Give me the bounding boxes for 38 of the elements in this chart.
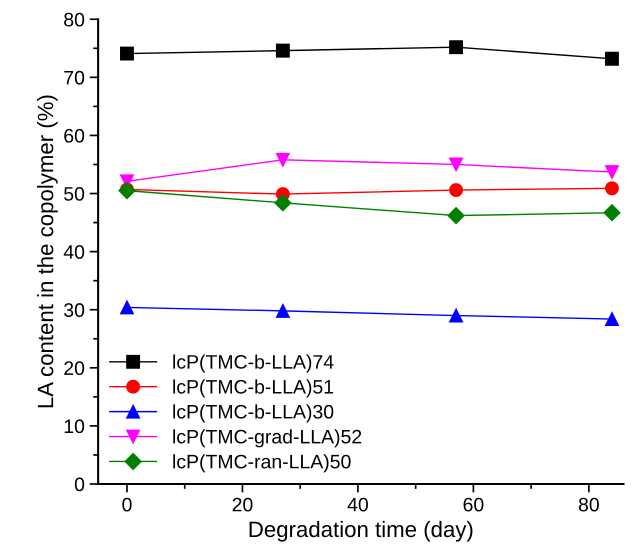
x-tick-label: 20: [232, 498, 253, 512]
y-tick-label: 0: [74, 477, 84, 492]
point: [276, 304, 290, 318]
legend-label: lcP(TMC-b-LLA)30: [173, 404, 334, 422]
point: [603, 204, 621, 222]
y-tick-label: 40: [64, 245, 84, 259]
point: [605, 165, 619, 179]
y-tick-label: 20: [64, 361, 84, 376]
legend-label: lcP(TMC-ran-LLA)50: [173, 454, 351, 472]
point: [605, 181, 619, 196]
point: [274, 194, 292, 212]
y-tick-label: 10: [64, 419, 84, 434]
y-axis-title: LA content in the copolymer (%): [37, 96, 58, 408]
point: [449, 40, 464, 54]
point: [449, 308, 464, 322]
legend-label: lcP(TMC-b-LLA)74: [173, 354, 334, 373]
point: [120, 300, 134, 314]
y-tick-label: 50: [64, 187, 84, 201]
x-tick-label: 40: [348, 498, 368, 512]
x-tick-label: 80: [578, 498, 599, 512]
y-tick-label: 70: [64, 70, 84, 85]
x-axis-title: Degradation time (day): [250, 520, 472, 542]
point: [449, 183, 464, 197]
point: [449, 158, 464, 172]
point: [276, 44, 290, 58]
point: [118, 182, 136, 200]
y-tick-label: 80: [64, 12, 84, 26]
x-tick-label: 0: [122, 498, 132, 512]
legend-label: lcP(TMC-b-LLA)51: [173, 379, 334, 398]
legend-label: lcP(TMC-grad-LLA)52: [173, 429, 362, 448]
point: [605, 312, 619, 326]
point: [120, 46, 134, 60]
y-tick-label: 30: [64, 303, 84, 317]
point: [448, 207, 465, 224]
point: [605, 52, 619, 66]
point: [276, 152, 290, 167]
y-tick-label: 60: [64, 128, 84, 143]
x-tick-label: 60: [464, 498, 484, 512]
